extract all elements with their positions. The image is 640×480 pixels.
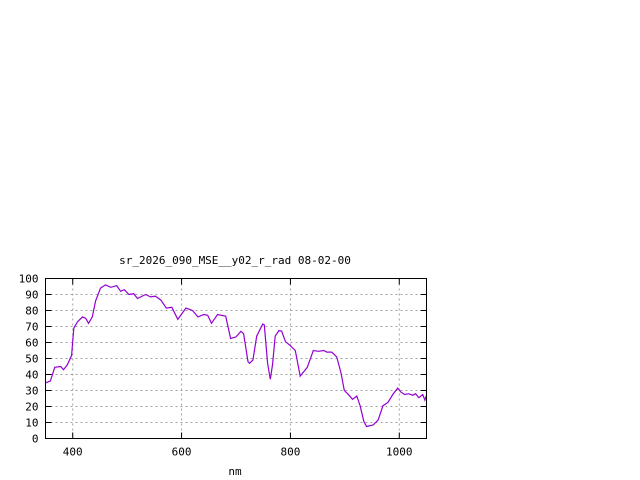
grid: [45, 278, 427, 439]
y-tick-label: 10: [25, 417, 38, 430]
ticks: 0 10 20 30 40 50 60 70 80 90 100 400 600 800 1000: [19, 273, 427, 459]
y-tick-label: 50: [25, 353, 38, 366]
y-tick-label: 100: [19, 273, 39, 286]
y-tick-label: 90: [25, 289, 38, 302]
y-tick-label: 0: [32, 433, 39, 446]
y-tick-label: 80: [25, 305, 38, 318]
chart-title: sr_2026_090_MSE__y02_r_rad 08-02-00: [119, 254, 351, 267]
y-tick-label: 40: [25, 369, 38, 382]
y-tick-label: 60: [25, 337, 38, 350]
x-tick-label: 600: [172, 446, 192, 459]
series-line: [45, 284, 428, 428]
x-tick-label: 1000: [386, 446, 413, 459]
plot-border: [45, 278, 427, 439]
y-tick-label: 30: [25, 385, 38, 398]
y-tick-label: 20: [25, 401, 38, 414]
x-tick-label: 800: [280, 446, 300, 459]
x-axis-label: nm: [228, 465, 242, 478]
y-tick-label: 70: [25, 321, 38, 334]
x-tick-label: 400: [63, 446, 83, 459]
